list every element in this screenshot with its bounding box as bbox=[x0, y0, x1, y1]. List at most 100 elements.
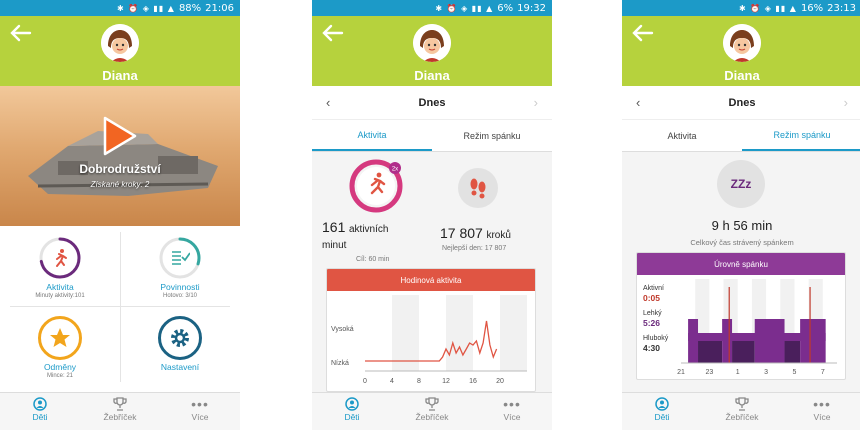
footprints-badge bbox=[458, 168, 498, 208]
tile-chores[interactable]: Povinnosti Hotovo: 3/10 bbox=[120, 230, 240, 310]
nav-leaderboard[interactable]: Žebříček bbox=[80, 393, 160, 430]
x-tick-label: 1 bbox=[736, 369, 740, 376]
spaceship-illustration bbox=[28, 131, 218, 196]
tab-activity[interactable]: Aktivita bbox=[667, 130, 697, 141]
bottom-nav: Děti Žebříček ••• Více bbox=[622, 392, 860, 430]
status-icons: ✱ ⏰ ◈ ▮▮ ▲ bbox=[738, 3, 797, 13]
status-bar: ✱ ⏰ ◈ ▮▮ ▲ 6% 19:32 bbox=[312, 0, 552, 16]
x-tick-label: 5 bbox=[793, 369, 797, 376]
x-tick-label: 21 bbox=[677, 369, 685, 376]
avatar[interactable] bbox=[723, 24, 761, 62]
sleep-content: ZZz 9 h 56 min Celkový čas strávený spán… bbox=[622, 152, 860, 392]
back-arrow-icon[interactable] bbox=[632, 24, 654, 42]
back-arrow-icon[interactable] bbox=[322, 24, 344, 42]
x-tick-label: 8 bbox=[417, 378, 421, 385]
nav-more[interactable]: ••• Více bbox=[472, 393, 552, 430]
tab-sleep[interactable]: Režim spánku bbox=[742, 120, 860, 151]
tile-rewards[interactable]: Odměny Mince: 21 bbox=[0, 310, 120, 390]
avatar[interactable] bbox=[101, 24, 139, 62]
checklist-icon bbox=[172, 251, 190, 265]
footprints-icon bbox=[470, 178, 486, 199]
activity-content: 2x 161 aktivních minut Cíl: 60 min 17 80… bbox=[312, 152, 552, 392]
phone-2: ✱ ⏰ ◈ ▮▮ ▲ 6% 19:32 Diana ‹ Dnes › Aktiv… bbox=[312, 0, 552, 430]
date-label: Dnes bbox=[728, 96, 756, 109]
x-tick-label: 16 bbox=[469, 378, 477, 385]
clock: 19:32 bbox=[517, 2, 546, 14]
profile-icon bbox=[655, 397, 669, 411]
tab-sleep[interactable]: Režim spánku bbox=[463, 130, 521, 141]
battery-level: 88% bbox=[178, 2, 202, 14]
status-bar: ✱ ⏰ ◈ ▮▮ ▲ 16% 23:13 bbox=[622, 0, 860, 16]
rewards-badge bbox=[38, 316, 82, 360]
tile-sub: Minuty aktivity:101 bbox=[35, 293, 85, 299]
battery-level: 6% bbox=[497, 2, 514, 14]
sleep-block-deep bbox=[698, 341, 723, 363]
sleep-total-label: Celkový čas strávený spánkem bbox=[690, 238, 794, 247]
tile-label: Odměny bbox=[43, 362, 77, 372]
tile-label: Aktivita bbox=[46, 282, 74, 292]
steps-value: 17 807 kroků bbox=[440, 225, 511, 241]
prev-day-chevron-icon[interactable]: ‹ bbox=[636, 95, 641, 110]
next-day-chevron-icon[interactable]: › bbox=[533, 95, 538, 110]
nav-label: Děti bbox=[344, 412, 360, 422]
nav-leaderboard[interactable]: Žebříček bbox=[392, 393, 472, 430]
tile-label: Nastavení bbox=[160, 362, 200, 372]
y-label-low: Nízká bbox=[331, 360, 349, 367]
prev-day-chevron-icon[interactable]: ‹ bbox=[326, 95, 331, 110]
nav-label: Děti bbox=[32, 412, 48, 422]
tile-activity[interactable]: Aktivita Minuty aktivity:101 bbox=[0, 230, 120, 310]
date-nav: ‹ Dnes › bbox=[622, 86, 860, 120]
active-minutes-ring: 2x bbox=[349, 159, 403, 213]
settings-badge bbox=[158, 316, 202, 360]
chart-band bbox=[446, 295, 473, 371]
next-day-chevron-icon[interactable]: › bbox=[843, 95, 848, 110]
sleep-levels-card: Úrovně spánku Aktivní 0:05 Lehký 5:26 Hl… bbox=[636, 252, 846, 380]
clock: 23:13 bbox=[827, 2, 856, 14]
steps-best-day: Nejlepší den: 17 807 bbox=[442, 245, 507, 252]
play-icon[interactable] bbox=[103, 116, 137, 156]
tile-label: Povinnosti bbox=[160, 282, 200, 292]
back-arrow-icon[interactable] bbox=[10, 24, 32, 42]
nav-label: Děti bbox=[654, 412, 670, 422]
username: Diana bbox=[102, 68, 138, 83]
nav-more[interactable]: ••• Více bbox=[160, 393, 240, 430]
more-icon: ••• bbox=[503, 396, 521, 412]
nav-more[interactable]: ••• Více bbox=[782, 393, 860, 430]
header: Diana bbox=[622, 16, 860, 86]
date-nav: ‹ Dnes › bbox=[312, 86, 552, 120]
active-minutes-goal: Cíl: 60 min bbox=[356, 256, 390, 263]
phone-1: ✱ ⏰ ◈ ▮▮ ▲ 88% 21:06 Diana Dobrodružství… bbox=[0, 0, 240, 430]
phone-3: ✱ ⏰ ◈ ▮▮ ▲ 16% 23:13 Diana ‹ Dnes › Akti… bbox=[622, 0, 860, 430]
running-icon bbox=[370, 172, 386, 195]
banner-subtitle: Získané kroky: 2 bbox=[90, 180, 150, 189]
level-value: 0:05 bbox=[643, 293, 660, 303]
nav-leaderboard[interactable]: Žebříček bbox=[702, 393, 782, 430]
bottom-nav: Děti Žebříček ••• Více bbox=[0, 392, 240, 430]
tab-activity[interactable]: Aktivita bbox=[312, 120, 432, 151]
x-tick-label: 0 bbox=[363, 378, 367, 385]
y-label-high: Vysoká bbox=[331, 326, 354, 333]
status-bar: ✱ ⏰ ◈ ▮▮ ▲ 88% 21:06 bbox=[0, 0, 240, 16]
tile-settings[interactable]: Nastavení bbox=[120, 310, 240, 390]
hourly-activity-card: Hodinová aktivita Vysoká Nízká 0 4 8 12 16 20 bbox=[326, 268, 536, 392]
nav-kids[interactable]: Děti bbox=[312, 393, 392, 430]
sleep-block-deep bbox=[784, 341, 801, 363]
chart-title: Hodinová aktivita bbox=[327, 269, 535, 291]
header: Diana bbox=[0, 16, 240, 86]
chart-band bbox=[392, 295, 419, 371]
nav-kids[interactable]: Děti bbox=[622, 393, 702, 430]
more-icon: ••• bbox=[813, 396, 831, 412]
nav-label: Více bbox=[503, 412, 521, 422]
sleep-block-light bbox=[688, 333, 826, 341]
nav-label: Žebříček bbox=[725, 412, 759, 422]
x-tick-label: 12 bbox=[442, 378, 450, 385]
trophy-icon bbox=[113, 397, 127, 411]
adventure-banner[interactable]: Dobrodružství Získané kroky: 2 bbox=[0, 86, 240, 226]
avatar[interactable] bbox=[413, 24, 451, 62]
sleep-zzz-icon: ZZz bbox=[717, 160, 765, 208]
username: Diana bbox=[414, 68, 450, 83]
status-icons: ✱ ⏰ ◈ ▮▮ ▲ bbox=[116, 3, 175, 13]
divider bbox=[120, 232, 121, 382]
nav-kids[interactable]: Děti bbox=[0, 393, 80, 430]
more-icon: ••• bbox=[191, 396, 209, 412]
